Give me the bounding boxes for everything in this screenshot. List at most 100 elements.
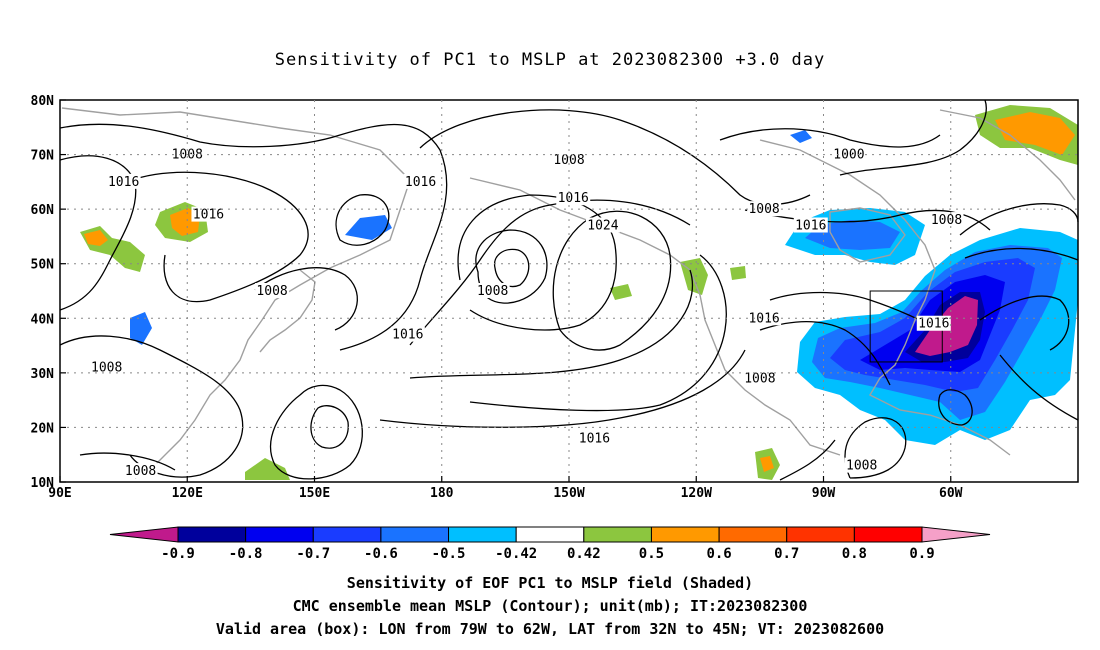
contour-line (457, 194, 617, 331)
shade-blue-japan (345, 215, 392, 240)
contour-line (409, 199, 691, 346)
contour-label-bg (191, 206, 226, 222)
colorbar-arrow-high (921, 526, 991, 543)
caption-line-1: Sensitivity of EOF PC1 to MSLP field (Sh… (346, 574, 754, 592)
colorbar-bin (515, 526, 585, 543)
contour-line (379, 349, 746, 428)
contour-label-bg (106, 173, 141, 189)
contour-label: 1008 (553, 153, 584, 168)
contour-label-bg (577, 430, 612, 446)
shade-green-philippines (245, 458, 290, 480)
coastline-asia (61, 107, 411, 479)
lon-tick-label: 150E (299, 486, 330, 501)
contour-line (79, 452, 176, 471)
contour-label-bg (929, 212, 964, 228)
contour-label: 1008 (748, 202, 779, 217)
contour-label: 1008 (91, 360, 122, 375)
colorbar-bin (786, 526, 855, 543)
contour-label: 1008 (125, 464, 156, 479)
colorbar-label: 0.9 (909, 546, 934, 562)
contour-label-bg (585, 217, 620, 233)
contour-label-bg (742, 370, 777, 386)
colorbar-bin (650, 526, 720, 543)
contour-label: 1016 (108, 175, 139, 190)
lat-tick-label: 40N (31, 312, 55, 327)
contour-line (844, 417, 907, 479)
contour-line (964, 247, 1079, 261)
contour-label: 1016 (558, 191, 589, 206)
shade-orange-mexico (760, 456, 774, 472)
colorbar-label: -0.6 (364, 546, 398, 562)
contour-label: 1016 (579, 431, 610, 446)
colorbar-bin (245, 526, 314, 543)
coastline-hudson (829, 207, 906, 263)
colorbar-label: -0.7 (296, 546, 330, 562)
shade-green-gulf (730, 266, 746, 280)
contour-label: 1016 (405, 175, 436, 190)
contour-line (409, 269, 694, 379)
contour-label: 1008 (846, 459, 877, 474)
lon-tick-label: 60W (939, 486, 963, 501)
contour-label: 1008 (256, 284, 287, 299)
shade-blue-arctic (790, 130, 812, 143)
contour-label: 1000 (833, 148, 864, 163)
shade-canada-blue-2 (805, 220, 900, 250)
map-grid (60, 100, 1078, 482)
contour-label-bg (89, 359, 124, 375)
coastline-greenland (939, 109, 1076, 201)
contour-label-bg (552, 152, 586, 168)
colorbar-label: 0.8 (842, 546, 867, 562)
lon-tick-label: 150W (553, 486, 584, 501)
contour-line (270, 384, 363, 480)
coastline-na-west (469, 177, 841, 456)
contour-label-bg (747, 201, 782, 217)
contour-label-bg (255, 283, 290, 298)
colorbar-label: 0.6 (706, 546, 731, 562)
contour-label-bg (831, 146, 866, 162)
contour-line (779, 439, 836, 481)
contour-line (59, 123, 448, 351)
colorbar-bin (380, 526, 450, 543)
contour-line (979, 295, 1070, 351)
axis-ticks: 90E 120E 150E 180 150W 120W 90W 60W 80N 70N 60N 50N… (31, 94, 963, 501)
lat-tick-label: 70N (31, 149, 55, 164)
coastline-na-east (759, 139, 1011, 456)
contour-label: 1016 (795, 219, 826, 234)
contour-line (335, 194, 390, 246)
colorbar-bin (448, 526, 517, 543)
contour-label-bg (403, 173, 438, 189)
contour-label-bg (916, 315, 951, 331)
chart-title: Sensitivity of PC1 to MSLP at 2023082300… (274, 50, 826, 70)
contour-label: 1024 (587, 219, 618, 234)
contour-label-bg (556, 190, 591, 206)
contour-line (999, 354, 1079, 421)
lat-tick-label: 30N (31, 367, 55, 382)
contour-line (119, 171, 309, 303)
colorbar-label: -0.42 (495, 546, 537, 562)
colorbar: -0.9 -0.8 -0.7 -0.6 -0.5 -0.42 0.42 0.5 0.6 0.7 0.… (109, 526, 991, 562)
contour-line (419, 109, 811, 206)
contour-line (310, 405, 349, 449)
contour-label: 1016 (918, 317, 949, 332)
lon-tick-label: 120W (681, 486, 712, 501)
shade-green-midpac (610, 284, 632, 300)
colorbar-label: 0.5 (639, 546, 664, 562)
colorbar-bin (312, 526, 382, 543)
contour-labels: 1008 1016 1016 1008 1016 1016 1008 1016 1024 1008… (89, 146, 964, 479)
contour-label-bg (844, 457, 879, 473)
contour-line (759, 321, 891, 386)
colorbar-bin (853, 526, 923, 543)
contour-label: 1016 (748, 311, 779, 326)
caption-line-3: Valid area (box): LON from 79W to 62W, L… (215, 620, 885, 638)
shade-blue-china (130, 312, 152, 345)
contour-label-bg (793, 217, 828, 233)
contour-line (959, 203, 1079, 236)
contour-label-bg (123, 463, 158, 479)
colorbar-label: -0.5 (432, 546, 466, 562)
lon-tick-label: 90E (48, 486, 71, 501)
colorbar-label: 0.42 (567, 546, 601, 562)
lon-tick-label: 120E (172, 486, 203, 501)
colorbar-arrow-low (109, 526, 179, 543)
colorbar-bin (583, 526, 652, 543)
colorbar-label: 0.7 (774, 546, 799, 562)
